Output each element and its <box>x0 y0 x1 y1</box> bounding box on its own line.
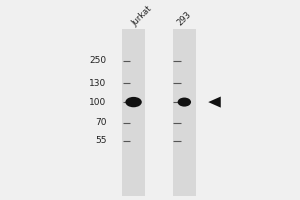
Bar <box>122 29 145 196</box>
Text: Jurkat: Jurkat <box>130 4 154 28</box>
Ellipse shape <box>178 98 191 107</box>
Text: 70: 70 <box>95 118 107 127</box>
Text: 250: 250 <box>90 56 107 65</box>
Bar <box>173 29 196 196</box>
Ellipse shape <box>125 97 142 107</box>
Text: 100: 100 <box>89 98 107 107</box>
Polygon shape <box>208 97 221 108</box>
Text: 293: 293 <box>175 10 193 28</box>
Text: 130: 130 <box>89 79 107 88</box>
Text: 55: 55 <box>95 136 107 145</box>
